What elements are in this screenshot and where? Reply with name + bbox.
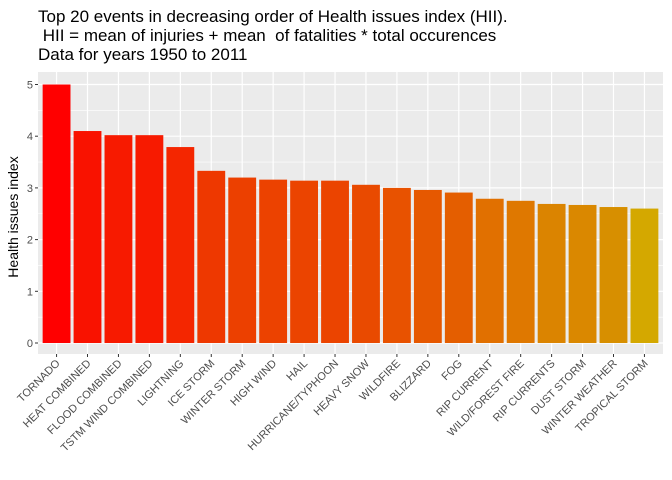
bar-heat-combined: [73, 131, 102, 343]
bar-rip-currents: [537, 203, 566, 343]
bar-high-wind: [259, 179, 288, 343]
y-tick-label: 4: [27, 131, 33, 143]
bar-blizzard: [413, 189, 442, 343]
bar-lightning: [166, 147, 195, 343]
bar-ice-storm: [197, 170, 226, 343]
chart-title-line-2: HII = mean of injuries + mean of fatalit…: [38, 26, 497, 45]
chart-title-line-1: Top 20 events in decreasing order of Hea…: [38, 7, 508, 26]
x-tick-label: HAIL: [284, 358, 310, 384]
bar-wild-forest-fire: [506, 200, 535, 343]
bar-rip-current: [475, 198, 504, 343]
y-tick-label: 2: [27, 235, 33, 247]
bar-winter-storm: [228, 177, 257, 343]
chart-title-line-3: Data for years 1950 to 2011: [38, 45, 248, 64]
bar-hurricane-typhoon: [321, 180, 349, 343]
y-tick-label: 3: [27, 183, 33, 195]
bar-hail: [290, 180, 319, 343]
x-tick-label: FOG: [440, 358, 465, 383]
y-axis-title: Health issues index: [5, 156, 21, 277]
bar-tropical-storm: [630, 208, 659, 343]
y-tick-label: 5: [27, 80, 33, 92]
bar-wildfire: [382, 187, 411, 343]
bar-heavy-snow: [352, 184, 380, 343]
bar-dust-storm: [568, 204, 597, 343]
bar-winter-weather: [599, 207, 628, 343]
y-tick-label: 0: [27, 338, 33, 350]
bar-tstm-wind-combined: [135, 135, 164, 343]
bar-flood-combined: [104, 135, 133, 343]
y-tick-label: 1: [27, 286, 33, 298]
x-tick-label: DUST STORM: [529, 358, 589, 418]
bar-tornado: [42, 84, 71, 343]
bar-fog: [444, 192, 473, 343]
